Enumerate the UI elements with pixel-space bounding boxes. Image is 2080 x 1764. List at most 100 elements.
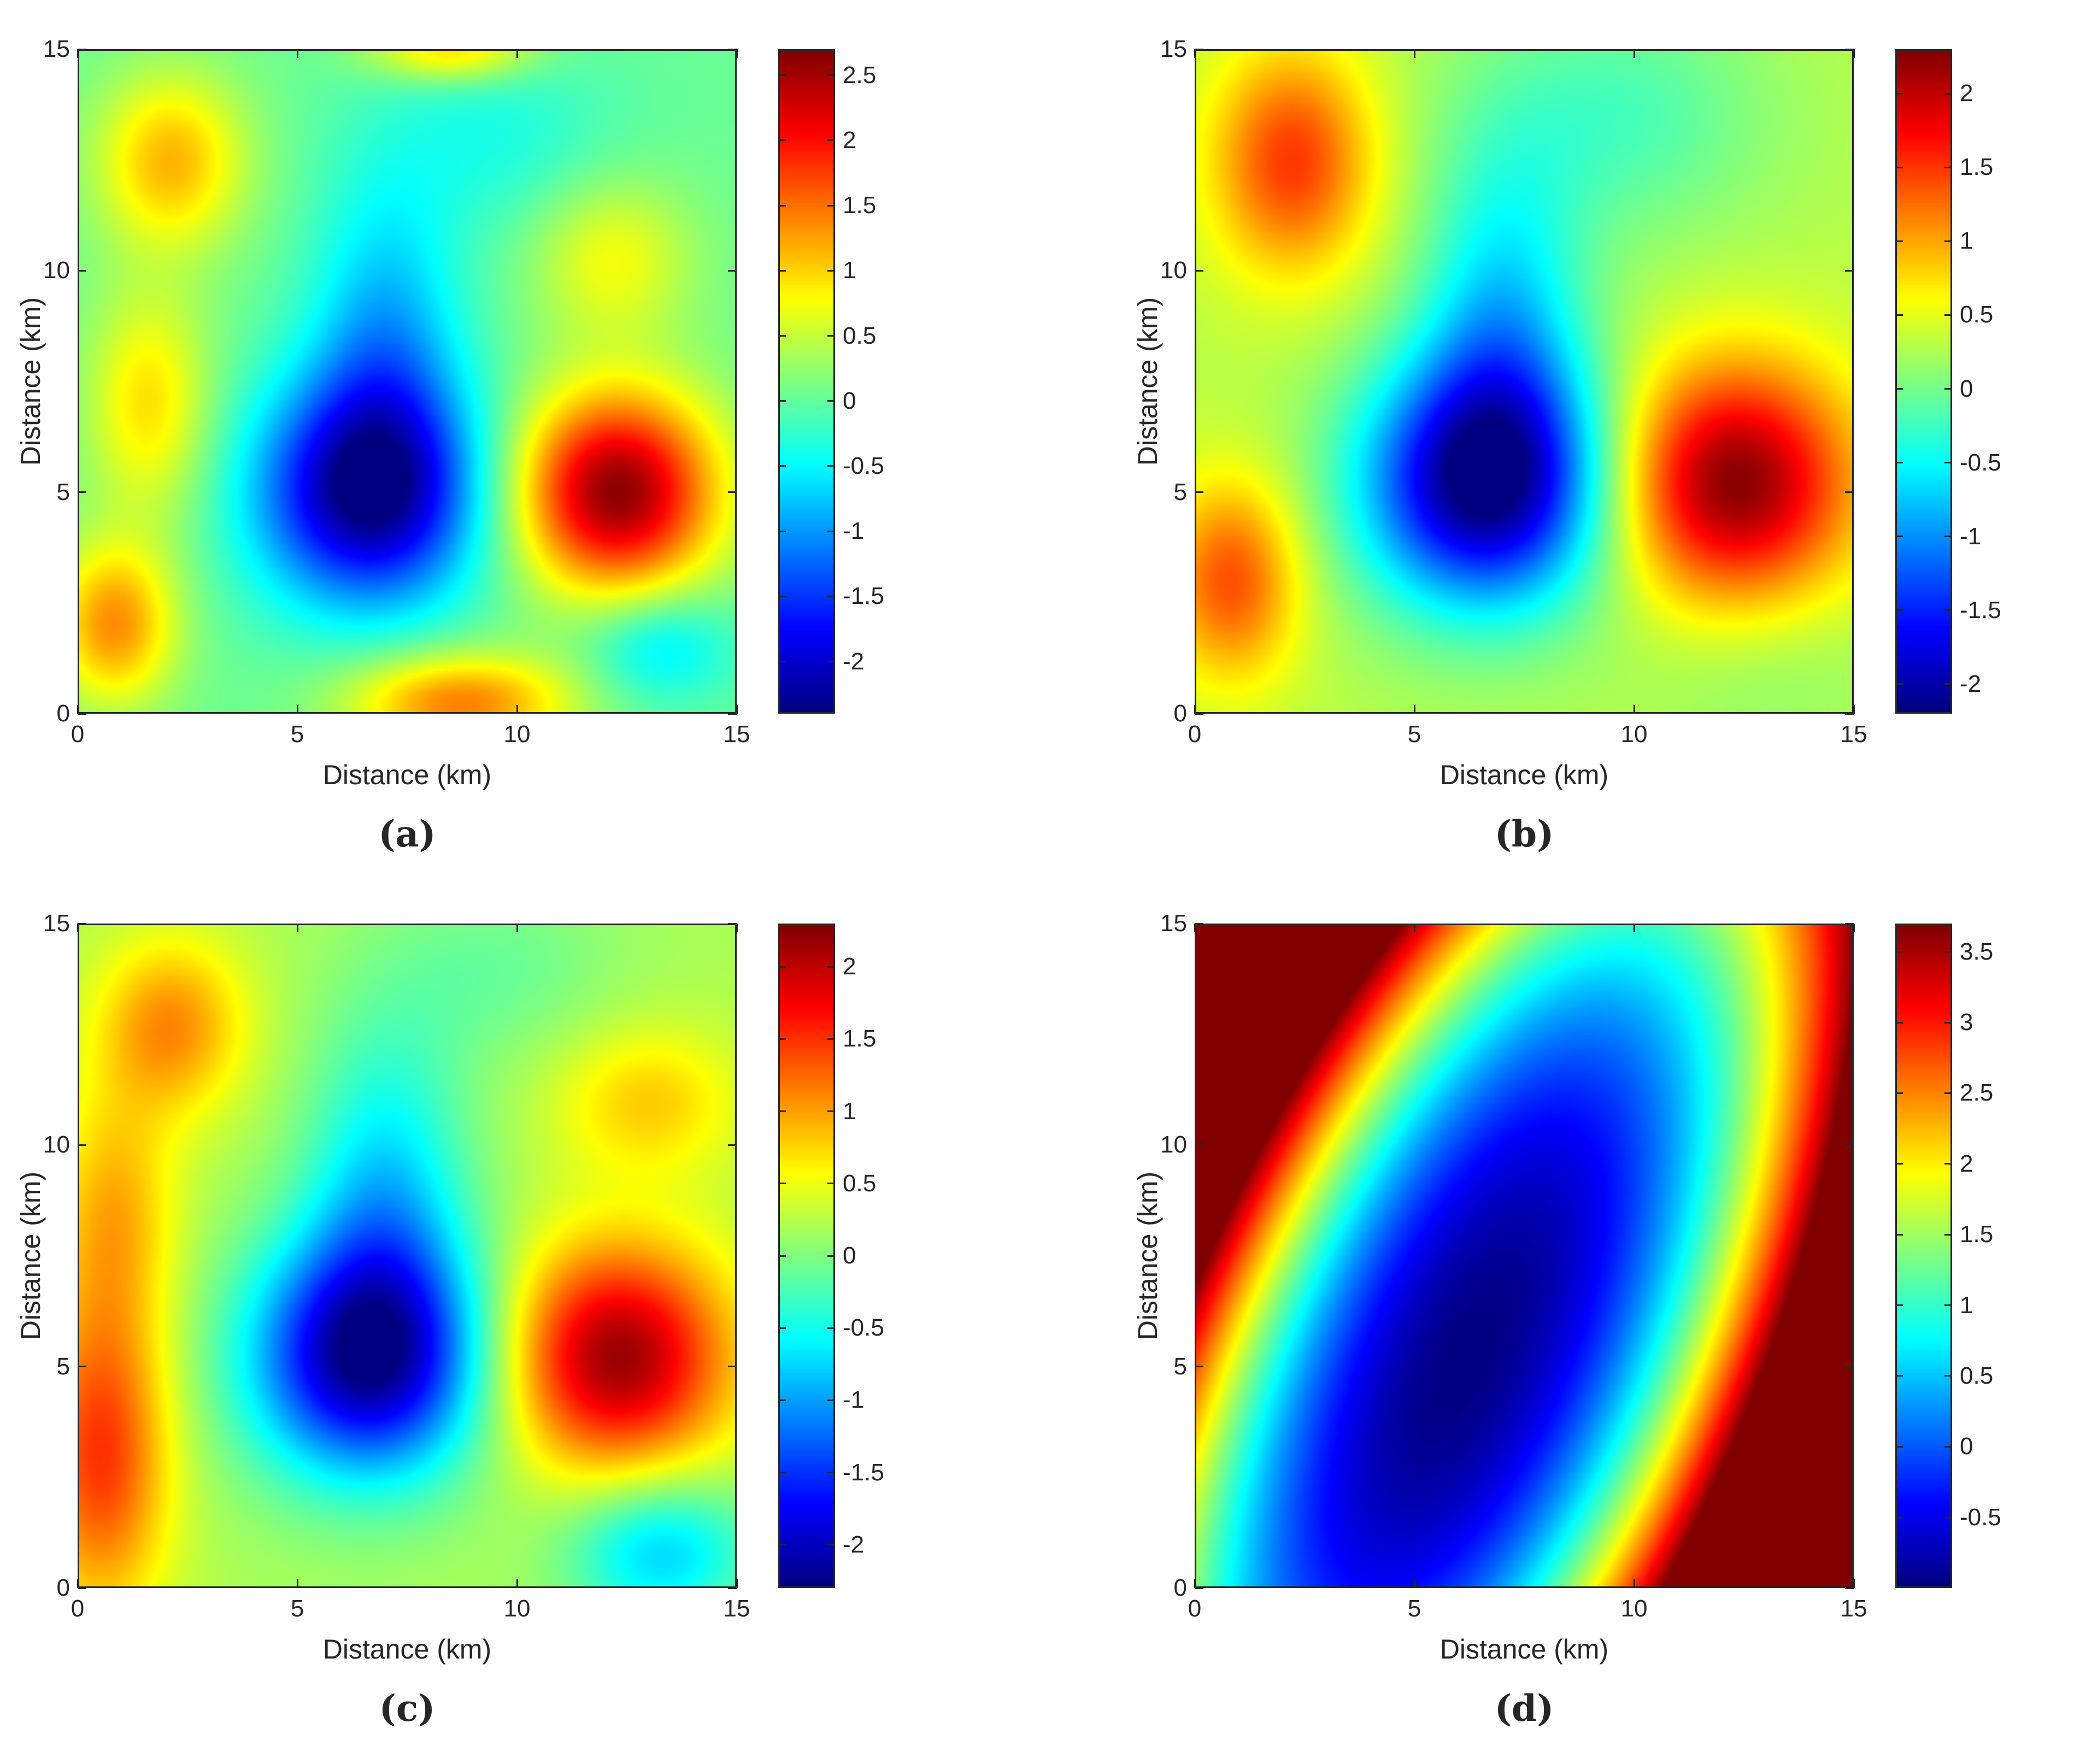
colorbar-tick-mark-left: [778, 204, 786, 207]
colorbar-tick-mark: [1944, 951, 1952, 953]
colorbar-tick-mark-left: [1895, 1233, 1903, 1236]
y-tick-mark-right: [728, 1144, 737, 1146]
x-tick-mark: [1853, 705, 1855, 714]
chart-panel-d: 0 5 10 15 0 5 10 15 Distance (km) Distance (km) -0…: [1117, 874, 2080, 1749]
x-axis-label: Distance (km): [322, 1634, 492, 1665]
x-tick-mark-top: [77, 49, 79, 58]
x-tick-label: 5: [290, 721, 304, 748]
x-tick-mark: [736, 1579, 738, 1588]
colorbar-tick-mark: [1944, 1163, 1952, 1165]
colorbar-gradient: [780, 51, 833, 712]
colorbar: [1895, 49, 1952, 714]
colorbar-tick-mark-left: [778, 530, 786, 532]
y-tick-label: 15: [43, 36, 70, 62]
x-tick-mark: [296, 705, 298, 714]
colorbar-tick-label: 0: [1960, 375, 1973, 402]
x-tick-mark: [296, 1579, 298, 1588]
colorbar-tick-mark-left: [778, 335, 786, 337]
y-tick-mark: [1195, 713, 1203, 715]
y-tick-mark: [78, 1366, 86, 1368]
colorbar-tick-mark-left: [1895, 1516, 1903, 1519]
colorbar-tick-mark-left: [1895, 1163, 1903, 1165]
colorbar-tick-label: -2: [843, 1531, 865, 1558]
colorbar-tick-mark: [1944, 536, 1952, 538]
colorbar-tick-mark: [827, 1399, 835, 1401]
x-tick-label: 15: [723, 1595, 750, 1622]
y-tick-label: 15: [43, 910, 70, 937]
colorbar-tick-mark-left: [1895, 314, 1903, 316]
x-tick-label: 0: [70, 721, 85, 748]
colorbar: [778, 49, 835, 714]
colorbar-tick-mark-left: [778, 465, 786, 467]
subfigure-caption: (a): [378, 813, 436, 855]
colorbar-gradient: [1897, 51, 1950, 712]
colorbar-tick-mark: [827, 1327, 835, 1329]
colorbar-tick-label: 0: [843, 1242, 856, 1269]
heatmap-image: [1196, 51, 1852, 712]
colorbar-tick-label: 2: [843, 953, 856, 980]
colorbar-tick-mark-left: [1895, 536, 1903, 538]
y-tick-mark: [78, 269, 86, 272]
colorbar-tick-mark-left: [1895, 1375, 1903, 1377]
y-tick-mark-right: [728, 1587, 737, 1589]
y-tick-label: 0: [56, 1574, 70, 1601]
x-tick-mark-top: [1194, 924, 1196, 932]
colorbar-tick-mark: [827, 400, 835, 402]
colorbar-tick-mark-left: [778, 74, 786, 77]
x-tick-mark-top: [1413, 924, 1415, 932]
x-tick-label: 0: [1188, 1595, 1202, 1622]
colorbar-tick-mark-left: [1895, 609, 1903, 611]
y-axis-label: Distance (km): [1132, 1171, 1163, 1340]
y-tick-mark: [78, 491, 86, 493]
colorbar-tick-mark-left: [778, 1183, 786, 1185]
colorbar-tick-mark: [1944, 462, 1952, 464]
colorbar-tick-label: 1.5: [1960, 154, 1994, 181]
y-tick-mark: [78, 922, 86, 925]
colorbar-tick-mark: [1944, 1445, 1952, 1448]
x-tick-mark-top: [516, 49, 518, 58]
y-tick-mark: [1195, 1587, 1203, 1589]
y-tick-mark-right: [1845, 1144, 1854, 1146]
colorbar: [1895, 924, 1952, 1588]
x-tick-mark-top: [77, 924, 79, 932]
y-tick-mark-right: [728, 922, 737, 925]
x-tick-label: 15: [723, 721, 750, 748]
colorbar-tick-label: -2: [843, 648, 865, 675]
colorbar-tick-label: -0.5: [843, 1314, 884, 1342]
colorbar-tick-mark: [1944, 240, 1952, 242]
colorbar-tick-label: -1: [1960, 522, 1982, 550]
colorbar-tick-label: -1.5: [843, 583, 884, 610]
y-tick-mark-right: [1845, 713, 1854, 715]
colorbar-tick-mark: [1944, 92, 1952, 95]
y-tick-mark: [78, 48, 86, 50]
colorbar-tick-label: 0: [843, 387, 856, 414]
colorbar-tick-label: -1.5: [843, 1459, 884, 1486]
colorbar-tick-mark: [827, 966, 835, 968]
y-axis-label: Distance (km): [15, 297, 46, 466]
colorbar-tick-mark: [827, 1472, 835, 1474]
x-tick-mark: [516, 705, 518, 714]
y-tick-mark-right: [728, 269, 737, 272]
x-tick-label: 10: [1620, 1595, 1648, 1622]
colorbar-tick-label: 1: [843, 257, 856, 284]
colorbar-tick-mark: [827, 1544, 835, 1546]
y-axis-label: Distance (km): [15, 1171, 46, 1340]
colorbar-tick-mark-left: [778, 1038, 786, 1040]
x-tick-mark: [516, 1579, 518, 1588]
colorbar-tick-mark-left: [778, 595, 786, 597]
colorbar-tick-mark: [1944, 1304, 1952, 1307]
colorbar-tick-mark: [827, 139, 835, 142]
colorbar-tick-mark-left: [1895, 240, 1903, 242]
colorbar-tick-mark: [1944, 166, 1952, 168]
x-tick-mark-top: [296, 924, 298, 932]
colorbar-tick-label: 0: [1960, 1433, 1973, 1460]
colorbar-tick-mark-left: [778, 1399, 786, 1401]
colorbar-gradient: [780, 925, 833, 1586]
x-tick-mark-top: [736, 49, 738, 58]
colorbar-tick-mark-left: [1895, 1021, 1903, 1024]
y-tick-mark: [1195, 491, 1203, 493]
x-tick-mark-top: [736, 924, 738, 932]
heatmap-plot-area: [78, 49, 737, 714]
x-tick-label: 10: [503, 1595, 531, 1622]
colorbar-tick-mark: [827, 335, 835, 337]
